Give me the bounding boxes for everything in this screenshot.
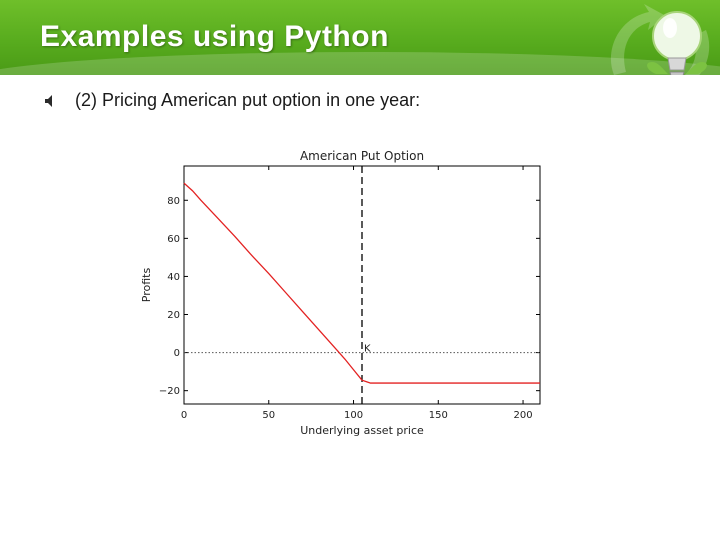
y-tick-label: 80 <box>167 196 180 207</box>
header-swoosh <box>0 52 720 75</box>
y-axis-label: Profits <box>140 268 153 303</box>
y-tick-label: −20 <box>159 386 180 397</box>
y-tick-label: 40 <box>167 272 180 283</box>
y-tick-label: 0 <box>174 348 180 359</box>
bullet-text: (2) Pricing American put option in one y… <box>75 90 421 110</box>
put-profit-line <box>183 182 540 384</box>
x-tick-label: 100 <box>344 410 363 421</box>
y-tick-label: 20 <box>167 310 180 321</box>
x-tick-label: 50 <box>262 410 275 421</box>
x-tick-label: 150 <box>429 410 448 421</box>
chart-title: American Put Option <box>300 149 424 163</box>
x-tick-label: 200 <box>514 410 533 421</box>
title-bar: Examples using Python <box>0 0 720 75</box>
lightbulb-recycle-icon <box>610 4 710 75</box>
speaker-icon <box>45 95 52 107</box>
x-axis-label: Underlying asset price <box>300 424 424 437</box>
y-tick-label: 60 <box>167 234 180 245</box>
strike-label: K <box>364 344 371 355</box>
slide-title: Examples using Python <box>40 20 389 53</box>
american-put-chart: American Put Option 0 50 100 150 200 −20 0 20 40 6… <box>140 149 541 437</box>
x-tick-label: 0 <box>181 410 187 421</box>
